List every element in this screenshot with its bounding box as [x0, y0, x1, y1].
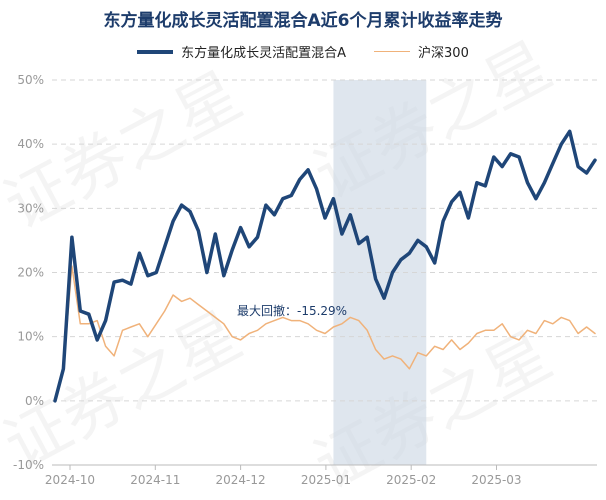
annotation: 最大回撤：-15.29%	[237, 303, 347, 318]
x-tick-label: 2024-12	[216, 473, 266, 487]
series-line-index[interactable]	[54, 265, 596, 402]
y-tick-label: 20%	[17, 266, 44, 280]
y-tick-label: 30%	[17, 201, 44, 215]
x-tick-label: 2025-01	[301, 473, 351, 487]
y-tick-label: -10%	[13, 458, 44, 472]
max-drawdown-label: 最大回撤：-15.29%	[237, 303, 347, 318]
legend-item-index[interactable]: 沪深300	[374, 42, 469, 61]
legend-swatch-index	[374, 51, 411, 52]
legend-label-fund: 东方量化成长灵活配置混合A	[181, 46, 347, 61]
chart-title: 东方量化成长灵活配置混合A近6个月累计收益率走势	[103, 11, 503, 31]
legend-swatch-fund	[137, 49, 174, 54]
y-tick-label: 10%	[17, 330, 44, 344]
legend-label-index: 沪深300	[418, 46, 469, 61]
x-tick-label: 2025-02	[386, 473, 436, 487]
x-axis: 2024-10 2024-11 2024-12 2025-01 2025-02 2025-…	[45, 464, 597, 487]
y-tick-label: 0%	[25, 394, 44, 408]
watermark-text: 证券之星	[0, 299, 254, 485]
series	[53, 129, 597, 403]
y-tick-label: 40%	[17, 137, 44, 151]
y-axis: 50% 40% 30% 20% 10% 0% -10%	[13, 73, 44, 472]
y-tick-label: 50%	[17, 73, 44, 87]
legend: 东方量化成长灵活配置混合A 沪深300	[0, 42, 606, 61]
legend-item-fund[interactable]: 东方量化成长灵活配置混合A	[137, 42, 346, 61]
x-tick-label: 2024-10	[45, 473, 95, 487]
x-tick-label: 2025-03	[471, 473, 521, 487]
x-tick-label: 2024-11	[130, 473, 180, 487]
series-line-fund[interactable]	[53, 129, 597, 403]
